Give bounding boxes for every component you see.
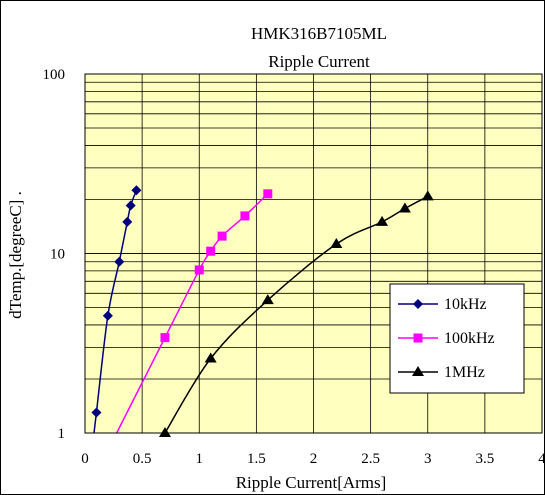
data-point <box>204 352 217 363</box>
y-tick-label: 10 <box>50 247 65 263</box>
data-point <box>376 215 389 226</box>
x-tick-label: 0 <box>81 451 89 467</box>
plot-border <box>84 73 543 434</box>
legend-item: 10kHz <box>398 296 487 313</box>
data-point <box>398 202 411 213</box>
x-axis-title: Ripple Current[Arms] <box>236 473 387 492</box>
y-tick-labels: 1 10 100 <box>43 67 66 442</box>
y-tick-label: 100 <box>43 67 66 83</box>
x-tick-label: 1 <box>196 451 204 467</box>
y-axis-title: dTemp.[degreeC] . <box>6 191 25 319</box>
data-point <box>122 216 133 227</box>
data-point <box>330 237 343 248</box>
data-point <box>160 333 170 343</box>
chart-title: HMK316B7105ML <box>251 24 387 43</box>
series-markers-100kHz <box>160 189 273 343</box>
x-tick-label: 1.5 <box>247 451 266 467</box>
data-point <box>413 299 423 309</box>
data-point <box>91 407 102 418</box>
data-point <box>217 231 227 241</box>
legend-item: 1MHz <box>398 364 485 381</box>
x-tick-label: 3 <box>424 451 432 467</box>
legend-label: 10kHz <box>444 296 487 313</box>
data-point <box>413 333 423 343</box>
legend-item: 100kHz <box>398 330 495 347</box>
x-tick-label: 4 <box>538 451 544 467</box>
data-point <box>206 246 216 256</box>
x-tick-label: 2 <box>310 451 318 467</box>
data-point <box>421 190 434 201</box>
data-point <box>261 294 274 305</box>
data-point <box>158 427 171 437</box>
data-point <box>240 211 250 221</box>
data-point <box>131 185 142 196</box>
series-markers <box>91 185 434 437</box>
series-markers-10kHz <box>91 185 142 418</box>
series-markers-1MHz <box>158 190 434 437</box>
legend-label: 1MHz <box>444 364 485 381</box>
x-tick-labels: 0 0.5 1 1.5 2 2.5 3 3.5 4 <box>81 451 544 467</box>
data-point <box>114 256 125 267</box>
data-point <box>194 265 204 275</box>
x-tick-label: 0.5 <box>133 451 152 467</box>
legend: 10kHz 100kHz 1MHz <box>389 283 525 394</box>
x-tick-label: 2.5 <box>361 451 380 467</box>
chart-subtitle: Ripple Current <box>268 52 370 71</box>
x-tick-label: 3.5 <box>476 451 495 467</box>
data-point <box>412 366 424 376</box>
data-point <box>102 310 113 321</box>
data-point <box>125 200 136 211</box>
legend-label: 100kHz <box>444 330 495 347</box>
data-point <box>263 189 273 199</box>
y-tick-label: 1 <box>58 426 66 442</box>
